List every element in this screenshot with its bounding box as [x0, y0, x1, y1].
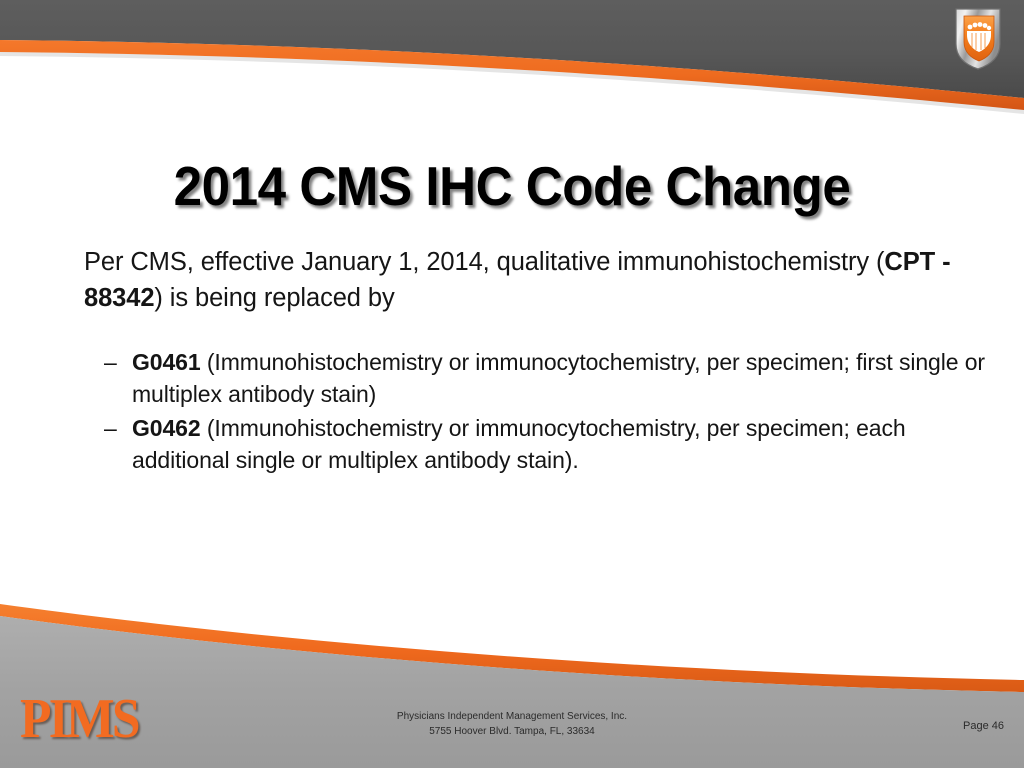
top-banner-decoration — [0, 0, 1024, 114]
bottom-gray-band — [0, 616, 1024, 768]
dash-bullet-marker: – — [104, 349, 117, 375]
hcpcs-description: (Immunohistochemistry or immunocytochemi… — [132, 415, 906, 473]
intro-paragraph: Per CMS, effective January 1, 2014, qual… — [84, 244, 996, 316]
crown-stripes — [971, 33, 986, 50]
hcpcs-description: (Immunohistochemistry or immunocytochemi… — [132, 349, 985, 407]
code-bullet-list: – G0461 (Immunohistochemistry or immunoc… — [84, 346, 996, 476]
cpt-code-bold: CPT - 88342 — [84, 248, 951, 312]
bottom-orange-stripe — [0, 604, 1024, 692]
shield-crown-icon — [955, 8, 1001, 70]
hcpcs-code: G0462 — [132, 415, 201, 441]
pims-logo: PIMS — [20, 688, 141, 750]
list-item: – G0461 (Immunohistochemistry or immunoc… — [104, 346, 996, 410]
list-item: – G0462 (Immunohistochemistry or immunoc… — [104, 412, 996, 476]
intro-text-before: Per CMS, effective January 1, 2014, qual… — [84, 248, 885, 276]
top-curve-shadow — [0, 52, 1024, 114]
footer-company-info: Physicians Independent Management Servic… — [312, 709, 712, 739]
page-title: 2014 CMS IHC Code Change — [173, 154, 851, 217]
company-address: 5755 Hoover Blvd. Tampa, FL, 33634 — [429, 726, 595, 737]
company-name: Physicians Independent Management Servic… — [396, 711, 628, 722]
hcpcs-code: G0461 — [132, 349, 201, 375]
bottom-banner-decoration — [0, 604, 1024, 768]
bullet-text: G0462 (Immunohistochemistry or immunocyt… — [132, 412, 996, 476]
bullet-text: G0461 (Immunohistochemistry or immunocyt… — [132, 346, 996, 410]
slide-body: Per CMS, effective January 1, 2014, qual… — [84, 244, 996, 478]
dash-bullet-marker: – — [104, 415, 117, 441]
intro-text-after: ) is being replaced by — [154, 284, 395, 312]
top-gray-band — [0, 0, 1024, 98]
top-orange-stripe — [0, 40, 1024, 110]
page-number: Page 46 — [963, 720, 1004, 732]
